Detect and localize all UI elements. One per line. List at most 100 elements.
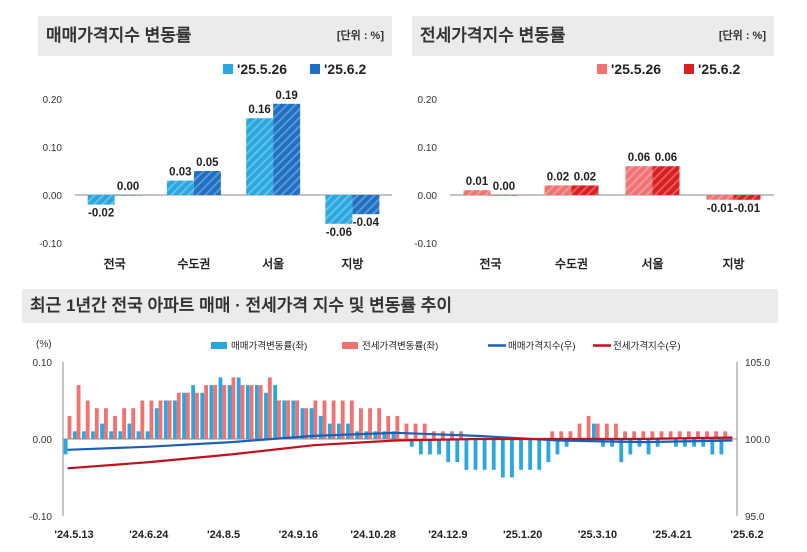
trend-sale-change-bar — [182, 392, 186, 439]
trend-x-tick-label: '24.10.28 — [350, 529, 395, 541]
trend-jeonse-change-bar — [94, 408, 99, 439]
trend-sale-change-bar — [145, 431, 150, 439]
trend-jeonse-change-bar — [659, 431, 664, 439]
trend-left-tick-label: 0.10 — [33, 358, 53, 369]
trend-jeonse-change-bar — [586, 415, 591, 439]
trend-jeonse-change-bar — [167, 400, 172, 439]
trend-jeonse-change-bar — [395, 415, 400, 439]
trend-x-tick-label: '24.9.16 — [279, 529, 318, 541]
jeonse-ytick-label: 0.20 — [418, 95, 438, 106]
sale-bar — [246, 118, 274, 195]
sale-category-label: 서울 — [262, 256, 284, 271]
trend-jeonse-change-bar — [204, 385, 209, 439]
trend-sale-change-bar — [236, 377, 241, 439]
trend-sale-change-bar — [136, 431, 141, 439]
trend-jeonse-change-bar — [258, 385, 263, 439]
sale-panel-title: 매매가격지수 변동률 — [46, 26, 192, 45]
trend-jeonse-change-bar — [122, 408, 127, 439]
jeonse-ytick-label: 0.10 — [418, 143, 438, 154]
sale-category-label: 지방 — [341, 256, 363, 271]
trend-left-axis-unit: (%) — [36, 339, 52, 350]
trend-sale-change-bar — [646, 439, 651, 455]
jeonse-legend-swatch-1 — [684, 64, 694, 74]
trend-jeonse-change-bar — [176, 392, 181, 439]
sale-legend-swatch-1 — [310, 64, 320, 74]
jeonse-bar — [571, 185, 599, 195]
sale-data-label: 0.05 — [196, 157, 219, 169]
trend-x-tick-label: '24.5.13 — [54, 529, 93, 541]
trend-legend-label-2: 매매가격지수(우) — [508, 340, 576, 352]
trend-right-tick-label: 100.0 — [745, 435, 770, 446]
trend-legend-label-3: 전세가격지수(우) — [613, 340, 681, 352]
trend-left-tick-label: 0.00 — [33, 435, 53, 446]
trend-sale-change-bar — [346, 423, 350, 439]
trend-jeonse-change-bar — [304, 408, 309, 439]
jeonse-ytick-label: -0.10 — [414, 239, 437, 250]
trend-jeonse-change-bar — [267, 377, 272, 439]
trend-jeonse-change-bar — [67, 415, 72, 439]
trend-right-tick-label: 105.0 — [745, 358, 770, 369]
trend-sale-change-bar — [564, 439, 569, 447]
jeonse-bar — [463, 190, 491, 195]
trend-sale-change-bar — [400, 439, 405, 440]
trend-sale-change-bar — [227, 385, 232, 439]
jeonse-panel-title: 전세가격지수 변동률 — [420, 26, 566, 45]
trend-jeonse-change-bar — [404, 423, 409, 439]
trend-panel-header: 최근 1년간 전국 아파트 매매 · 전세가격 지수 및 변동률 추이 — [22, 289, 778, 323]
jeonse-data-label: 0.06 — [628, 152, 650, 164]
trend-sale-change-bar — [692, 439, 697, 447]
trend-sale-change-bar — [610, 439, 615, 447]
trend-sale-change-bar — [72, 431, 77, 439]
sale-ytick-label: -0.10 — [39, 239, 62, 250]
trend-sale-change-bar — [446, 439, 451, 463]
trend-jeonse-change-bar — [349, 400, 354, 439]
trend-sale-change-bar — [555, 439, 560, 455]
trend-jeonse-change-bar — [577, 423, 582, 439]
sale-data-label: 0.00 — [117, 181, 139, 193]
jeonse-category-label: 서울 — [641, 256, 663, 271]
trend-sale-change-bar — [701, 439, 706, 447]
trend-jeonse-index-line — [67, 436, 733, 470]
trend-x-tick-label: '24.8.5 — [207, 529, 240, 541]
trend-jeonse-change-bar — [195, 392, 199, 439]
trend-sale-change-bar — [191, 385, 196, 439]
jeonse-bar — [733, 195, 761, 200]
trend-jeonse-change-bar — [632, 431, 637, 439]
sale-bar — [166, 180, 194, 195]
jeonse-data-label: -0.01 — [734, 203, 761, 215]
trend-jeonse-change-bar — [185, 392, 190, 439]
trend-sale-change-bar — [510, 439, 514, 478]
jeonse-category-label: 수도권 — [555, 257, 588, 271]
sale-ytick-label: 0.20 — [43, 95, 63, 106]
trend-sale-index-line — [67, 431, 733, 451]
sale-bar — [193, 171, 221, 195]
trend-jeonse-change-bar — [85, 400, 90, 439]
trend-sale-change-bar — [91, 431, 95, 439]
trend-jeonse-change-bar — [623, 431, 627, 439]
sale-data-label: 0.19 — [275, 90, 297, 102]
trend-sale-change-bar — [318, 415, 323, 439]
trend-jeonse-change-bar — [686, 431, 691, 439]
trend-sale-change-bar — [673, 439, 678, 447]
trend-jeonse-change-bar — [149, 400, 154, 439]
trend-sale-change-bar — [546, 439, 551, 463]
trend-jeonse-change-bar — [413, 423, 418, 439]
sale-legend-label-0: '25.5.26 — [237, 61, 287, 77]
trend-sale-change-bar — [409, 439, 414, 447]
trend-x-tick-label: '25.6.2 — [730, 529, 763, 541]
trend-jeonse-change-bar — [377, 408, 382, 439]
trend-sale-change-bar — [537, 439, 542, 470]
trend-sale-change-bar — [291, 400, 296, 439]
trend-x-tick-label: '25.3.10 — [578, 529, 617, 541]
trend-sale-change-bar — [254, 385, 259, 439]
trend-sale-change-bar — [200, 392, 205, 439]
trend-sale-change-bar — [273, 385, 278, 439]
trend-jeonse-change-bar — [559, 431, 564, 439]
trend-jeonse-change-bar — [277, 400, 281, 439]
trend-sale-change-bar — [418, 439, 423, 455]
sale-bar — [325, 195, 353, 224]
sale-category-label: 전국 — [104, 256, 126, 271]
sale-bar — [114, 195, 142, 196]
sale-legend-swatch-0 — [223, 64, 233, 74]
